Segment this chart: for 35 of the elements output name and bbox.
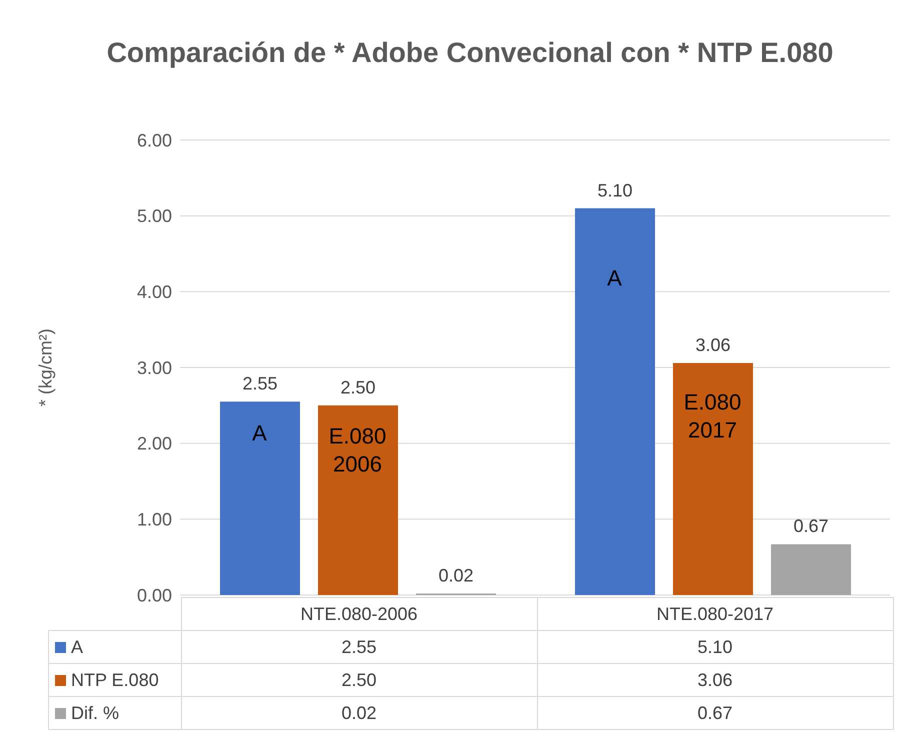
data-label: 5.10 bbox=[537, 630, 893, 664]
annotation: E.080 2006 bbox=[328, 423, 386, 476]
chart-title: Comparación de * Adobe Convecional con * NTP E.080 bbox=[106, 36, 834, 70]
bar bbox=[318, 405, 398, 595]
y-axis-title: * (kg/cm²) bbox=[35, 328, 56, 406]
data-label: 2.55 bbox=[181, 630, 537, 664]
bar bbox=[673, 362, 753, 595]
y-tick-label: 2.00 bbox=[136, 434, 172, 454]
y-tick-label: 1.00 bbox=[136, 510, 172, 530]
bar bbox=[220, 402, 300, 595]
x-tick-label: NTE.080-2017 bbox=[537, 598, 893, 630]
y-tick-label: 0.00 bbox=[136, 585, 172, 606]
annotation: E.080 2017 bbox=[684, 389, 742, 442]
annotation: A bbox=[607, 266, 622, 291]
text: 5.10 bbox=[597, 180, 633, 200]
text: 2.55 bbox=[242, 374, 278, 394]
text: 0.67 bbox=[793, 516, 829, 536]
data-label: 0.02 bbox=[181, 696, 537, 730]
data-label: 3.06 bbox=[537, 664, 893, 696]
data-label: 0.67 bbox=[537, 696, 893, 730]
y-tick-label: 5.00 bbox=[136, 206, 172, 226]
legend-label: NTP E.080 bbox=[48, 664, 181, 696]
text: 0.02 bbox=[438, 565, 474, 586]
data-label: 2.50 bbox=[181, 664, 537, 696]
annotation: A bbox=[252, 420, 268, 446]
text: 3.06 bbox=[695, 334, 731, 355]
legend-label: A bbox=[48, 630, 181, 664]
bar bbox=[771, 544, 851, 595]
text: 2.50 bbox=[340, 377, 376, 398]
y-tick-label: 3.00 bbox=[136, 358, 172, 378]
y-tick-label: 4.00 bbox=[136, 282, 172, 302]
x-tick-label: NTE.080-2006 bbox=[181, 598, 537, 630]
bar bbox=[575, 208, 655, 595]
y-tick-label: 6.00 bbox=[136, 130, 172, 150]
legend-label: Dif. % bbox=[48, 696, 181, 730]
